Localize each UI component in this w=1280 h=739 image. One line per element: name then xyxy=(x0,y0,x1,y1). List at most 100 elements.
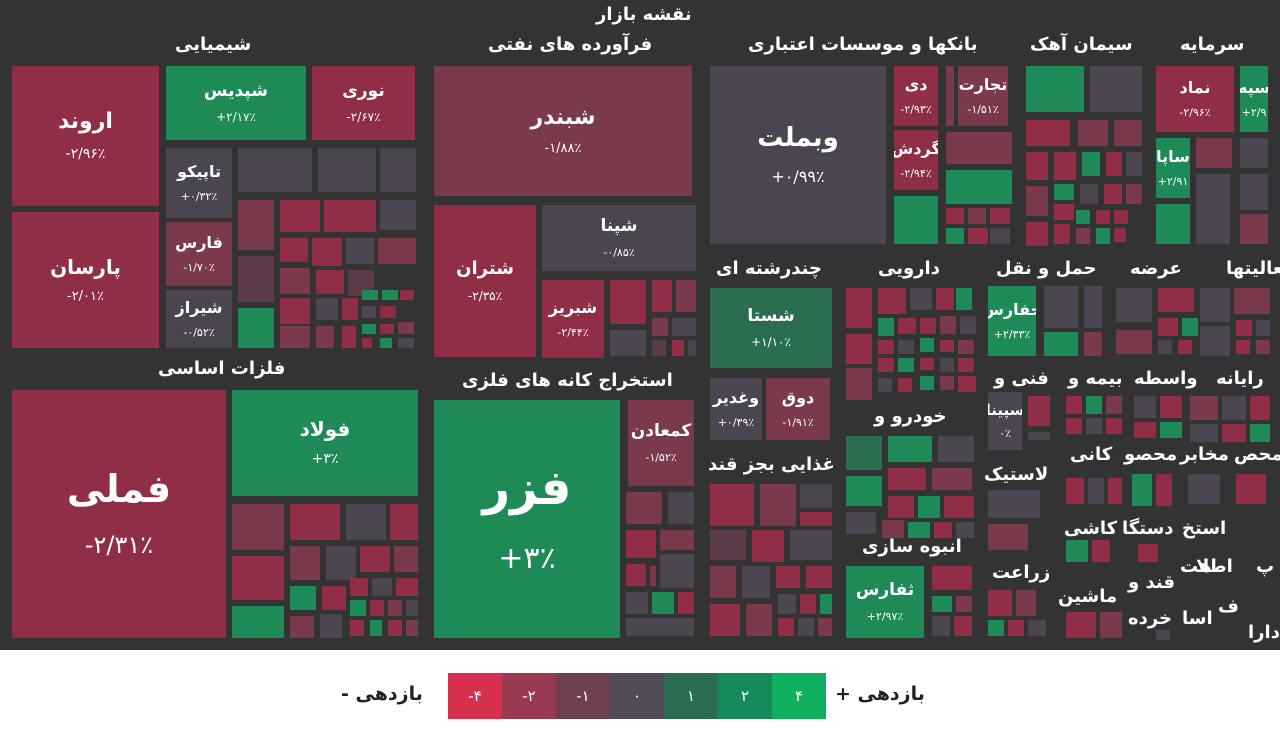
stock-tile[interactable] xyxy=(400,290,414,300)
stock-tile[interactable] xyxy=(818,618,832,636)
stock-tile[interactable] xyxy=(920,338,934,352)
stock-tile[interactable] xyxy=(1096,210,1110,224)
stock-tile[interactable] xyxy=(958,376,976,392)
stock-tile[interactable] xyxy=(918,496,940,518)
stock-tile[interactable] xyxy=(388,620,402,636)
stock-tile[interactable] xyxy=(372,578,392,596)
stock-tile[interactable] xyxy=(956,522,974,538)
stock-tile-fazar[interactable]: فزر +۳٪ xyxy=(434,400,620,638)
stock-tile[interactable] xyxy=(1028,620,1046,636)
stock-tile[interactable] xyxy=(988,490,1040,518)
stock-tile[interactable] xyxy=(1104,184,1122,204)
stock-tile[interactable] xyxy=(1196,174,1230,244)
stock-tile[interactable] xyxy=(1158,288,1194,312)
stock-tile[interactable] xyxy=(878,288,906,314)
stock-tile[interactable] xyxy=(954,616,972,636)
stock-tile[interactable] xyxy=(710,530,746,560)
stock-tile[interactable] xyxy=(898,318,916,334)
stock-tile[interactable] xyxy=(1026,120,1070,146)
stock-tile[interactable] xyxy=(1090,66,1142,112)
stock-tile[interactable] xyxy=(626,592,648,614)
stock-tile[interactable] xyxy=(776,566,800,588)
stock-tile[interactable] xyxy=(846,436,882,470)
stock-tile-dey[interactable]: دی -۲/۹۳٪ xyxy=(894,66,938,126)
stock-tile[interactable] xyxy=(280,238,308,262)
stock-tile[interactable] xyxy=(1126,152,1142,176)
stock-tile[interactable] xyxy=(878,378,892,392)
stock-tile[interactable] xyxy=(316,326,334,348)
stock-tile[interactable] xyxy=(380,338,392,348)
stock-tile[interactable] xyxy=(626,530,656,558)
stock-tile[interactable] xyxy=(920,376,934,390)
stock-tile[interactable] xyxy=(1044,332,1078,356)
stock-tile[interactable] xyxy=(1158,340,1172,354)
stock-tile[interactable] xyxy=(672,340,684,356)
stock-tile[interactable] xyxy=(1108,478,1122,504)
stock-tile[interactable] xyxy=(1054,204,1074,220)
stock-tile[interactable] xyxy=(390,504,418,540)
stock-tile[interactable] xyxy=(1200,326,1230,356)
stock-tile[interactable] xyxy=(882,520,904,538)
stock-tile[interactable] xyxy=(406,620,418,636)
stock-tile[interactable] xyxy=(1222,424,1246,442)
stock-tile[interactable] xyxy=(888,468,926,490)
stock-tile[interactable] xyxy=(342,298,358,320)
stock-tile[interactable] xyxy=(362,306,376,318)
stock-tile[interactable] xyxy=(1106,418,1122,434)
stock-tile[interactable] xyxy=(960,316,976,334)
stock-tile[interactable] xyxy=(1188,474,1220,504)
stock-tile[interactable] xyxy=(290,586,316,610)
stock-tile[interactable] xyxy=(238,256,274,302)
stock-tile[interactable] xyxy=(1240,138,1268,168)
stock-tile[interactable] xyxy=(316,270,344,294)
stock-tile[interactable] xyxy=(800,512,832,526)
stock-tile[interactable] xyxy=(958,340,974,354)
stock-tile[interactable] xyxy=(932,566,972,590)
stock-tile[interactable] xyxy=(660,554,694,588)
stock-tile[interactable] xyxy=(346,504,386,540)
stock-tile-dough[interactable]: دوق -۱/۹۱٪ xyxy=(766,378,830,440)
stock-tile-femli[interactable]: فملی -۲/۳۱٪ xyxy=(12,390,226,638)
stock-tile[interactable] xyxy=(1114,228,1126,242)
stock-tile[interactable] xyxy=(710,484,754,526)
stock-tile[interactable] xyxy=(370,600,384,616)
stock-tile[interactable] xyxy=(1156,474,1172,506)
stock-tile[interactable] xyxy=(280,326,310,348)
stock-tile[interactable] xyxy=(290,546,320,580)
stock-tile[interactable] xyxy=(316,298,338,320)
stock-tile[interactable] xyxy=(232,606,284,638)
stock-tile[interactable] xyxy=(710,604,740,636)
stock-tile[interactable] xyxy=(1190,424,1218,442)
stock-tile[interactable] xyxy=(280,200,320,232)
stock-tile[interactable] xyxy=(320,614,342,638)
stock-tile[interactable] xyxy=(958,358,974,372)
stock-tile[interactable] xyxy=(1178,340,1192,354)
stock-tile[interactable] xyxy=(1236,320,1252,336)
stock-tile[interactable] xyxy=(1082,152,1100,176)
stock-tile-gardesh[interactable]: گردش -۲/۹۴٪ xyxy=(894,130,938,190)
stock-tile-sepina[interactable]: سپینا ۰٪ xyxy=(988,392,1022,450)
stock-tile[interactable] xyxy=(878,318,894,336)
stock-tile[interactable] xyxy=(800,484,832,508)
stock-tile[interactable] xyxy=(1114,210,1128,224)
stock-tile[interactable] xyxy=(710,566,736,598)
stock-tile[interactable] xyxy=(626,564,646,586)
stock-tile[interactable] xyxy=(290,504,340,540)
stock-tile[interactable] xyxy=(820,594,832,614)
stock-tile[interactable] xyxy=(672,318,696,336)
stock-tile[interactable] xyxy=(968,208,986,224)
stock-tile[interactable] xyxy=(946,228,964,244)
stock-tile[interactable] xyxy=(894,196,938,244)
stock-tile[interactable] xyxy=(846,476,882,506)
stock-tile[interactable] xyxy=(988,524,1028,550)
stock-tile[interactable] xyxy=(322,586,346,610)
stock-tile[interactable] xyxy=(1096,228,1110,244)
stock-tile[interactable] xyxy=(1182,318,1198,336)
stock-tile[interactable] xyxy=(280,298,310,324)
stock-tile[interactable] xyxy=(910,288,932,310)
stock-tile[interactable] xyxy=(626,618,694,636)
stock-tile[interactable] xyxy=(778,618,794,636)
stock-tile[interactable] xyxy=(232,556,284,600)
stock-tile[interactable] xyxy=(652,592,674,614)
stock-tile[interactable] xyxy=(1028,432,1050,440)
